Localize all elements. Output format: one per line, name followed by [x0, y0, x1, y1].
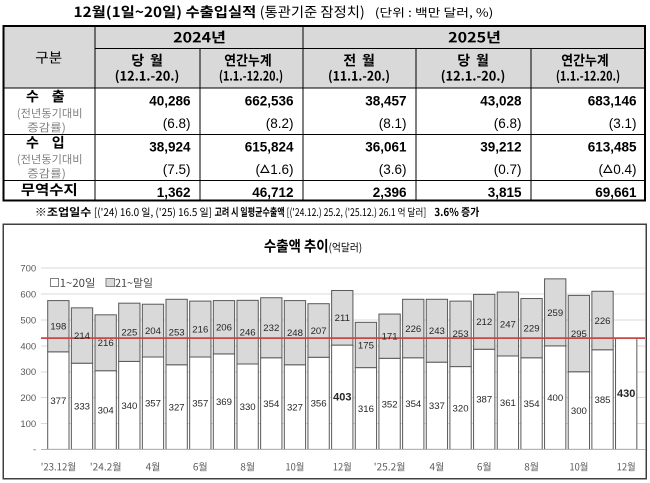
svg-text:340: 340: [121, 401, 137, 412]
svg-text:357: 357: [145, 399, 161, 410]
svg-text:(6.8): (6.8): [494, 116, 522, 131]
svg-text:327: 327: [169, 402, 185, 413]
svg-text:613,485: 613,485: [588, 140, 637, 155]
svg-text:216: 216: [98, 338, 114, 349]
svg-text:361: 361: [500, 398, 516, 409]
svg-text:683,146: 683,146: [588, 93, 637, 108]
svg-text:304: 304: [98, 405, 115, 416]
svg-text:600: 600: [20, 290, 36, 301]
svg-text:(: (: [599, 162, 604, 177]
svg-text:211: 211: [335, 313, 350, 324]
svg-text:243: 243: [429, 326, 445, 337]
svg-text:356: 356: [311, 399, 327, 410]
svg-text:430: 430: [617, 388, 635, 400]
svg-text:171: 171: [382, 332, 398, 343]
svg-text:1,362: 1,362: [157, 185, 191, 200]
svg-text:300: 300: [571, 406, 587, 417]
svg-text:316: 316: [358, 404, 374, 415]
svg-text:400: 400: [20, 341, 36, 352]
svg-text:207: 207: [311, 326, 327, 337]
svg-text:36,061: 36,061: [365, 140, 407, 155]
svg-text:3,815: 3,815: [488, 185, 522, 200]
svg-text:-: -: [33, 445, 36, 456]
svg-text:248: 248: [287, 328, 303, 339]
svg-text:216: 216: [192, 324, 208, 335]
svg-text:700: 700: [20, 264, 36, 275]
svg-text:(: (: [256, 162, 261, 177]
svg-text:337: 337: [429, 401, 445, 412]
svg-text:253: 253: [169, 327, 185, 338]
svg-text:40,286: 40,286: [149, 93, 191, 108]
svg-text:246: 246: [240, 328, 256, 339]
svg-text:100: 100: [20, 419, 36, 430]
svg-text:0.4): 0.4): [613, 162, 636, 177]
svg-text:198: 198: [50, 322, 66, 333]
svg-text:214: 214: [74, 331, 91, 342]
svg-text:500: 500: [20, 315, 36, 326]
svg-text:400: 400: [547, 393, 563, 404]
svg-text:662,536: 662,536: [245, 93, 294, 108]
svg-text:2,396: 2,396: [373, 185, 407, 200]
svg-text:226: 226: [595, 316, 611, 327]
svg-text:253: 253: [453, 329, 469, 340]
svg-text:204: 204: [145, 326, 162, 337]
svg-text:175: 175: [358, 340, 374, 351]
svg-text:(6.8): (6.8): [163, 116, 191, 131]
svg-text:369: 369: [216, 397, 232, 408]
svg-text:69,661: 69,661: [595, 185, 637, 200]
svg-text:385: 385: [595, 395, 611, 406]
svg-text:206: 206: [216, 323, 232, 334]
svg-text:327: 327: [287, 402, 303, 413]
svg-text:354: 354: [524, 399, 541, 410]
svg-text:212: 212: [476, 317, 492, 328]
svg-text:225: 225: [121, 328, 137, 339]
svg-text:259: 259: [547, 308, 563, 319]
svg-text:200: 200: [20, 393, 36, 404]
svg-text:354: 354: [263, 399, 280, 410]
svg-text:(8.2): (8.2): [266, 116, 294, 131]
svg-text:38,924: 38,924: [149, 140, 191, 155]
svg-text:46,712: 46,712: [252, 185, 293, 200]
svg-text:232: 232: [263, 323, 279, 334]
svg-text:333: 333: [74, 402, 90, 413]
svg-text:(8.1): (8.1): [379, 116, 407, 131]
svg-text:320: 320: [453, 403, 469, 414]
svg-text:247: 247: [500, 319, 516, 330]
svg-text:330: 330: [240, 402, 256, 413]
svg-text:39,212: 39,212: [480, 140, 521, 155]
svg-text:377: 377: [50, 396, 66, 407]
svg-text:300: 300: [20, 367, 36, 378]
svg-text:(7.5): (7.5): [163, 162, 191, 177]
svg-text:403: 403: [333, 392, 351, 404]
svg-text:615,824: 615,824: [245, 140, 294, 155]
svg-text:229: 229: [524, 324, 540, 335]
svg-text:226: 226: [405, 324, 421, 335]
svg-text:(0.7): (0.7): [494, 162, 522, 177]
svg-text:43,028: 43,028: [480, 93, 522, 108]
svg-text:354: 354: [405, 399, 422, 410]
svg-text:387: 387: [476, 395, 492, 406]
svg-text:38,457: 38,457: [365, 93, 406, 108]
svg-text:(3.6): (3.6): [379, 162, 407, 177]
svg-text:357: 357: [192, 399, 208, 410]
svg-text:(3.1): (3.1): [609, 116, 637, 131]
svg-text:1.6): 1.6): [270, 162, 293, 177]
svg-text:295: 295: [571, 329, 587, 340]
svg-text:352: 352: [382, 399, 398, 410]
